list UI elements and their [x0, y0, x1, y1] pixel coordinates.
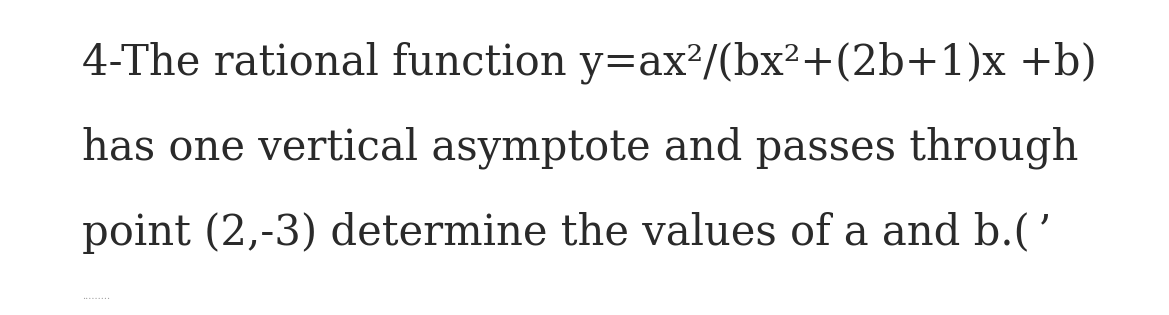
- Text: .........: .........: [82, 292, 110, 301]
- Text: has one vertical asymptote and passes through: has one vertical asymptote and passes th…: [82, 127, 1078, 169]
- Text: point (2,-3) determine the values of a and b.( ’: point (2,-3) determine the values of a a…: [82, 212, 1051, 254]
- Text: 4-The rational function y=ax²/(bx²+(2b+1)x +b): 4-The rational function y=ax²/(bx²+(2b+1…: [82, 42, 1097, 84]
